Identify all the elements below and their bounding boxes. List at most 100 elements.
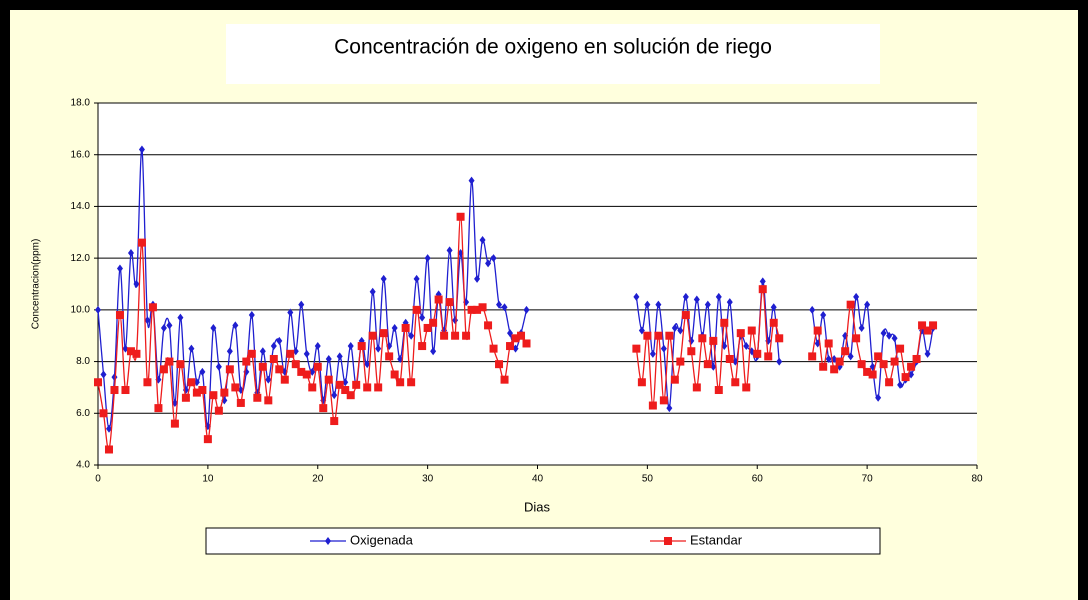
marker [298,300,305,309]
marker [852,334,861,343]
marker [770,303,777,312]
marker [468,176,475,185]
marker [407,378,416,387]
marker [907,362,916,371]
marker [846,300,855,309]
marker [116,264,123,273]
marker [659,396,668,405]
marker [115,311,124,320]
legend [205,527,881,555]
marker [209,391,218,400]
marker [693,295,700,304]
marker [863,367,872,376]
marker [726,298,733,307]
marker [654,331,663,340]
marker [380,274,387,283]
marker [731,378,740,387]
marker [379,329,388,338]
marker [297,367,306,376]
marker [446,246,453,255]
marker [138,145,145,154]
marker [809,305,816,314]
marker [286,349,295,358]
marker [648,401,657,410]
marker [880,329,887,338]
marker [759,277,766,286]
marker [127,248,134,257]
marker [160,323,167,332]
marker [166,321,173,330]
y-axis-label: Concentracion(ppm) [31,239,42,330]
marker [220,388,229,397]
marker [242,357,251,366]
marker [154,404,163,413]
marker [924,349,931,358]
marker [434,295,443,304]
marker [143,378,152,387]
marker [148,303,157,312]
marker [198,386,207,395]
marker [302,370,311,379]
marker [875,393,882,402]
chart-title: Concentración de oxigeno en solución de … [334,36,772,59]
marker [231,383,240,392]
y-tick-label: 12.0 [71,253,91,264]
x-tick-label: 10 [202,474,214,485]
marker [396,378,405,387]
marker [121,386,130,395]
marker [424,254,431,263]
marker [769,318,778,327]
plot-area [98,103,977,465]
marker [215,362,222,371]
marker [879,360,888,369]
marker [517,331,526,340]
marker [681,311,690,320]
marker [170,419,179,428]
marker [643,331,652,340]
marker [808,352,817,361]
marker [775,334,784,343]
legend-label: Oxigenada [350,532,414,547]
marker [478,303,487,312]
marker [677,326,684,335]
y-tick-label: 14.0 [71,201,91,212]
marker [523,305,530,314]
marker [456,212,465,221]
y-tick-label: 6.0 [76,408,90,419]
marker [825,354,832,363]
marker [368,331,377,340]
marker [137,238,146,247]
marker [660,344,667,353]
marker [901,373,910,382]
marker [874,352,883,361]
marker [923,326,932,335]
marker [346,391,355,400]
marker [776,357,783,366]
marker [287,308,294,317]
marker [484,321,493,330]
marker [336,352,343,361]
marker [495,360,504,369]
marker [275,365,284,374]
marker [485,259,492,268]
marker [269,354,278,363]
title-box [226,24,880,84]
marker [511,334,520,343]
marker [385,352,394,361]
marker [214,406,223,415]
y-tick-label: 4.0 [76,460,90,471]
marker [736,329,745,338]
marker [912,354,921,363]
marker [682,292,689,301]
x-tick-label: 0 [95,474,101,485]
marker [412,305,421,314]
marker [291,360,300,369]
marker [637,378,646,387]
x-tick-label: 70 [862,474,874,485]
marker [104,445,113,454]
marker [253,393,262,402]
marker [247,349,256,358]
marker [248,311,255,320]
marker [319,404,328,413]
